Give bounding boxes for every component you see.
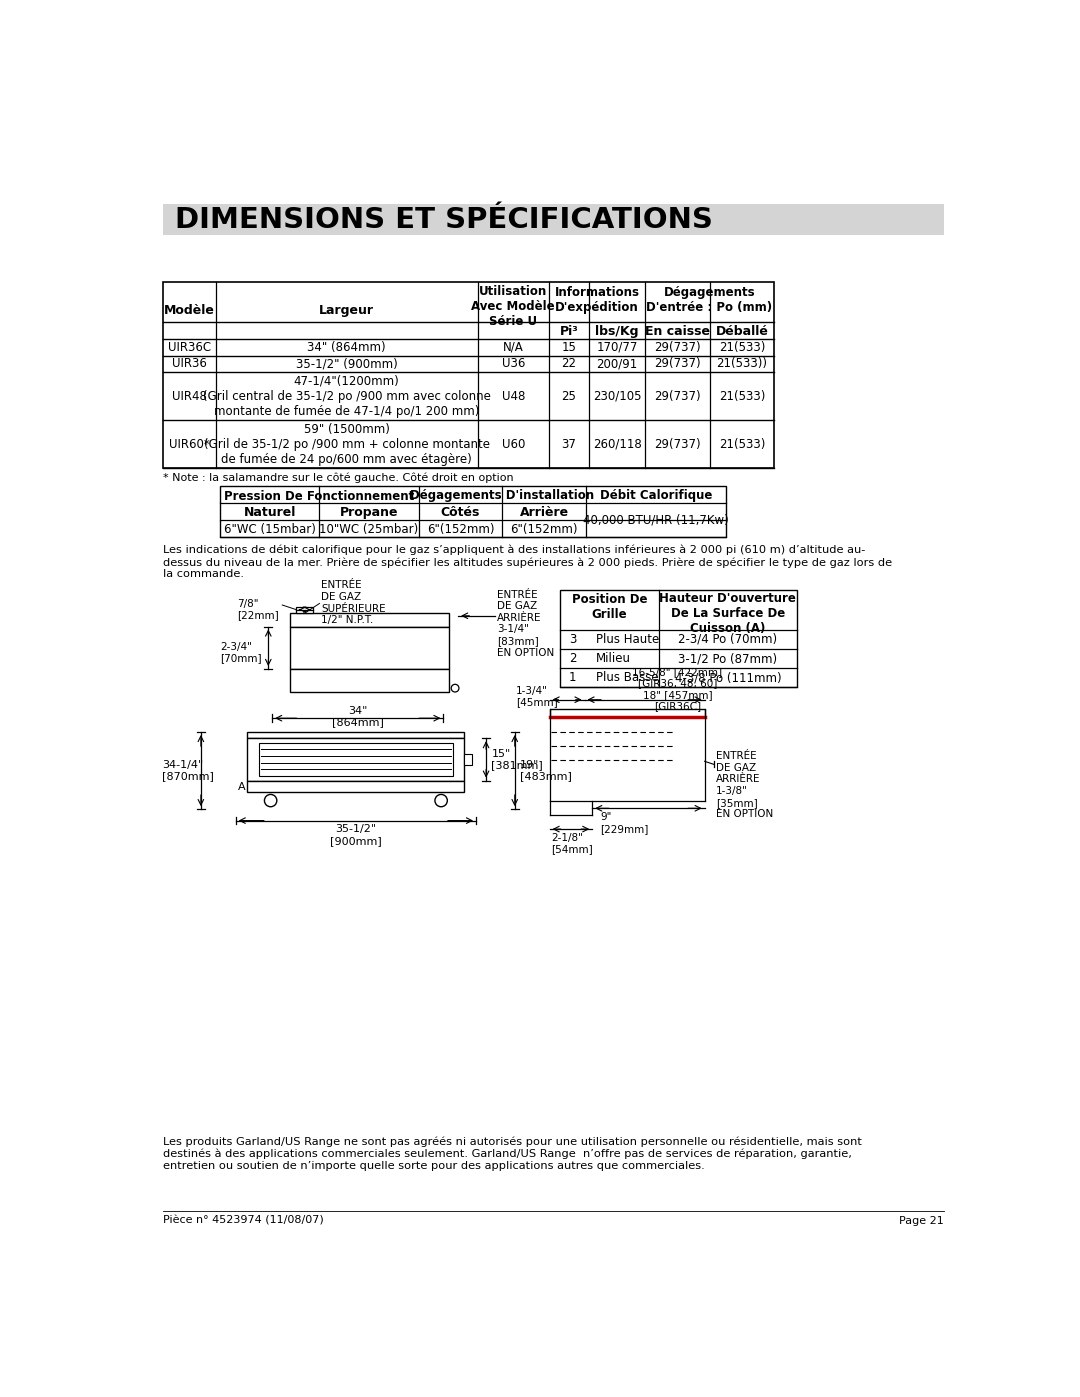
Text: ENTRÉE
DE GAZ
SUPÉRIEURE
1/2" N.P.T.: ENTRÉE DE GAZ SUPÉRIEURE 1/2" N.P.T. [321,580,386,626]
Bar [291,627,449,669]
Text: Arrière: Arrière [519,507,569,520]
Text: Page 21: Page 21 [900,1215,944,1225]
Text: Informations
D'expédition: Informations D'expédition [554,286,639,314]
Text: UIR48: UIR48 [172,390,206,402]
Text: 34"
[864mm]: 34" [864mm] [332,705,383,728]
Text: 34-1/4"
[870mm]: 34-1/4" [870mm] [162,760,214,781]
Bar [559,590,797,687]
Text: Déballé: Déballé [715,324,768,338]
Text: UIR60*: UIR60* [168,437,210,451]
Text: Dégagements D'installation: Dégagements D'installation [410,489,594,503]
Text: 21(533)): 21(533)) [716,358,767,370]
Text: UIR36C: UIR36C [167,341,211,353]
Text: DIMENSIONS ET SPÉCIFICATIONS: DIMENSIONS ET SPÉCIFICATIONS [175,207,713,235]
Text: 25: 25 [562,390,577,402]
Text: 260/118: 260/118 [593,437,642,451]
Text: U48: U48 [501,390,525,402]
Text: UIR36: UIR36 [172,358,206,370]
Text: A: A [239,782,246,792]
Bar [220,486,726,538]
Bar [247,732,464,738]
Bar [247,781,464,792]
Text: 9"
[229mm]: 9" [229mm] [600,812,648,834]
Text: 2-3/4"
[70mm]: 2-3/4" [70mm] [220,641,261,664]
Text: Dégagements
D'entrée : Po (mm): Dégagements D'entrée : Po (mm) [646,286,772,314]
Text: 15"
[381mm]: 15" [381mm] [491,749,543,770]
Text: Largeur: Largeur [319,303,374,317]
Text: 22: 22 [562,358,577,370]
Bar [247,738,464,781]
Text: lbs/Kg: lbs/Kg [595,324,638,338]
Text: 6"(152mm): 6"(152mm) [511,524,578,536]
Text: 1-3/4"
[45mm]: 1-3/4" [45mm] [516,686,558,707]
Text: Propane: Propane [340,507,399,520]
Text: 29(737): 29(737) [654,341,701,353]
Text: U36: U36 [501,358,525,370]
Bar [163,282,773,468]
Text: Plus Haute: Plus Haute [596,633,660,645]
Text: 2: 2 [569,652,577,665]
Text: 2-3/4 Po (70mm): 2-3/4 Po (70mm) [678,633,778,645]
Text: Pi³: Pi³ [559,324,579,338]
Text: 19"
[483mm]: 19" [483mm] [521,760,572,781]
Text: Hauteur D'ouverture
De La Surface De
Cuisson (A): Hauteur D'ouverture De La Surface De Cui… [660,592,796,634]
Text: 6"WC (15mbar): 6"WC (15mbar) [224,524,315,536]
Text: 29(737): 29(737) [654,437,701,451]
Bar [550,708,704,717]
Text: Milieu: Milieu [596,652,631,665]
Text: Utilisation
Avec Modèle
Série U: Utilisation Avec Modèle Série U [471,285,555,328]
Bar [291,669,449,692]
Text: 6"(152mm): 6"(152mm) [427,524,495,536]
Text: ENTRÉE
DE GAZ
ARRIÈRE
1-3/8"
[35mm]
EN OPTION: ENTRÉE DE GAZ ARRIÈRE 1-3/8" [35mm] EN O… [716,752,773,819]
Text: 200/91: 200/91 [596,358,637,370]
Text: Plus Basse: Plus Basse [596,672,659,685]
Text: 230/105: 230/105 [593,390,642,402]
Text: 47-1/4"(1200mm)
(Gril central de 35-1/2 po /900 mm avec colonne
montante de fumé: 47-1/4"(1200mm) (Gril central de 35-1/2 … [203,374,490,418]
Text: 3-1/2 Po (87mm): 3-1/2 Po (87mm) [678,652,778,665]
Bar [296,606,313,613]
Bar [163,204,944,235]
Text: 29(737): 29(737) [654,358,701,370]
Text: 59" (1500mm)
(Gril de 35-1/2 po /900 mm + colonne montante
de fumée de 24 po/600: 59" (1500mm) (Gril de 35-1/2 po /900 mm … [203,422,489,465]
Text: Pression De Fonctionnement: Pression De Fonctionnement [225,489,415,503]
Text: 21(533): 21(533) [718,390,765,402]
Text: 4-3/8 Po (111mm): 4-3/8 Po (111mm) [675,672,781,685]
Text: En caisse: En caisse [645,324,710,338]
Text: Modèle: Modèle [164,303,215,317]
Text: Naturel: Naturel [244,507,296,520]
Text: ENTRÉE
DE GAZ
ARRIÈRE
3-1/4"
[83mm]
EN OPTION: ENTRÉE DE GAZ ARRIÈRE 3-1/4" [83mm] EN O… [497,590,554,658]
Text: 29(737): 29(737) [654,390,701,402]
Text: N/A: N/A [503,341,524,353]
Text: U60: U60 [501,437,525,451]
Text: 170/77: 170/77 [596,341,637,353]
Text: Les indications de débit calorifique pour le gaz s’appliquent à des installation: Les indications de débit calorifique pou… [163,545,892,580]
Text: Côtés: Côtés [441,507,481,520]
Text: 16-5/8" [422mm]
[GIR36, 48, 60]
18" [457mm]
[GIR36C]: 16-5/8" [422mm] [GIR36, 48, 60] 18" [457… [633,666,723,711]
Text: 35-1/2" (900mm): 35-1/2" (900mm) [296,358,397,370]
Bar [464,754,472,764]
Text: 34" (864mm): 34" (864mm) [308,341,386,353]
Text: 35-1/2"
[900mm]: 35-1/2" [900mm] [330,824,381,847]
Text: Les produits Garland/US Range ne sont pas agréés ni autorisés pour une utilisati: Les produits Garland/US Range ne sont pa… [163,1136,862,1171]
Text: 3: 3 [569,633,577,645]
Text: 15: 15 [562,341,577,353]
Text: * Note : la salamandre sur le côté gauche. Côté droit en option: * Note : la salamandre sur le côté gauch… [163,472,513,483]
Text: 10"WC (25mbar): 10"WC (25mbar) [320,524,419,536]
Text: 40,000 BTU/HR (11,7Kw): 40,000 BTU/HR (11,7Kw) [583,514,729,527]
Text: 37: 37 [562,437,577,451]
Text: 2-1/8"
[54mm]: 2-1/8" [54mm] [551,833,593,855]
Bar [291,613,449,627]
Text: Pièce n° 4523974 (11/08/07): Pièce n° 4523974 (11/08/07) [163,1215,324,1225]
Text: 7/8"
[22mm]: 7/8" [22mm] [238,599,279,620]
Text: Débit Calorifique: Débit Calorifique [599,489,712,503]
Bar [259,743,453,775]
Text: 21(533): 21(533) [718,341,765,353]
Text: Position De
Grille: Position De Grille [571,594,647,622]
Text: 1: 1 [569,672,577,685]
Text: 21(533): 21(533) [718,437,765,451]
